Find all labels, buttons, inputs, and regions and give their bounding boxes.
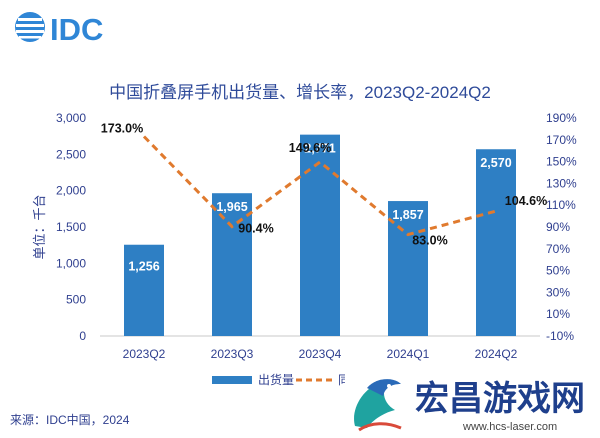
bar-value-label: 1,256 — [128, 260, 159, 274]
bars-group — [124, 134, 516, 336]
y-right-tick-label: 30% — [546, 285, 570, 299]
y-right-tick-label: 110% — [546, 198, 576, 212]
line-labels-group: 173.0% 90.4% 149.6% 83.0% 104.6% — [101, 122, 547, 248]
source-note: 来源：IDC中国，2024 — [10, 412, 130, 427]
y-axis-left: 0 500 1,000 1,500 2,000 2,500 3,000 — [56, 111, 86, 343]
bar-value-label: 2,771 — [304, 142, 335, 156]
dragon-logo-icon — [354, 379, 402, 432]
bar — [476, 149, 516, 336]
idc-logo: IDC — [15, 12, 103, 47]
growth-value-label: 90.4% — [238, 222, 273, 236]
watermark-text: 宏昌游戏网 — [415, 379, 585, 418]
y-axis-label: 单位：千台 — [32, 194, 47, 259]
logo-text: IDC — [50, 12, 103, 47]
growth-value-label: 83.0% — [412, 234, 447, 248]
bar — [212, 193, 252, 336]
y-right-tick-label: -10% — [546, 329, 574, 343]
bar-labels-group: 1,256 1,965 2,771 1,857 2,570 — [128, 142, 511, 274]
y-left-tick-label: 1,000 — [56, 256, 86, 270]
y-right-tick-label: 70% — [546, 242, 570, 256]
y-axis-right: -10% 10% 30% 50% 70% 90% 110% 130% 150% 170% 190% — [546, 111, 577, 343]
x-axis: 2023Q2 2023Q3 2023Q4 2024Q1 2024Q2 — [123, 347, 518, 361]
watermark-url: www.hcs-laser.com — [462, 421, 557, 433]
legend-item-shipments: 出货量 — [258, 372, 294, 387]
chart-title: 中国折叠屏手机出货量、增长率，2023Q2-2024Q2 — [109, 83, 491, 102]
y-right-tick-label: 90% — [546, 220, 570, 234]
growth-value-label: 104.6% — [505, 194, 547, 208]
growth-line-group — [142, 135, 497, 237]
legend: 出货量 同比 — [212, 372, 362, 387]
x-tick-label: 2024Q1 — [387, 347, 430, 361]
growth-value-label: 149.6% — [289, 141, 331, 155]
watermark: 宏昌游戏网 www.hcs-laser.com — [345, 368, 600, 438]
legend-bar-swatch — [212, 376, 252, 384]
x-tick-label: 2023Q3 — [211, 347, 254, 361]
bar-value-label: 2,570 — [480, 156, 511, 170]
y-right-tick-label: 170% — [546, 133, 577, 147]
bar-value-label: 1,965 — [216, 200, 247, 214]
bar — [388, 201, 428, 336]
y-left-tick-label: 0 — [79, 329, 86, 343]
y-right-tick-label: 130% — [546, 176, 577, 190]
y-right-tick-label: 50% — [546, 264, 570, 278]
y-right-tick-label: 190% — [546, 111, 577, 125]
growth-value-label: 173.0% — [101, 122, 143, 136]
y-left-tick-label: 3,000 — [56, 111, 86, 125]
y-right-tick-label: 150% — [546, 155, 577, 169]
x-tick-label: 2024Q2 — [475, 347, 518, 361]
y-left-tick-label: 2,000 — [56, 184, 86, 198]
bar — [124, 244, 164, 336]
x-tick-label: 2023Q2 — [123, 347, 166, 361]
y-left-tick-label: 2,500 — [56, 147, 86, 161]
y-left-tick-label: 1,500 — [56, 220, 86, 234]
x-tick-label: 2023Q4 — [299, 347, 342, 361]
bar-value-label: 1,857 — [392, 208, 423, 222]
bar — [300, 134, 340, 336]
y-right-tick-label: 10% — [546, 307, 570, 321]
y-left-tick-label: 500 — [66, 293, 86, 307]
